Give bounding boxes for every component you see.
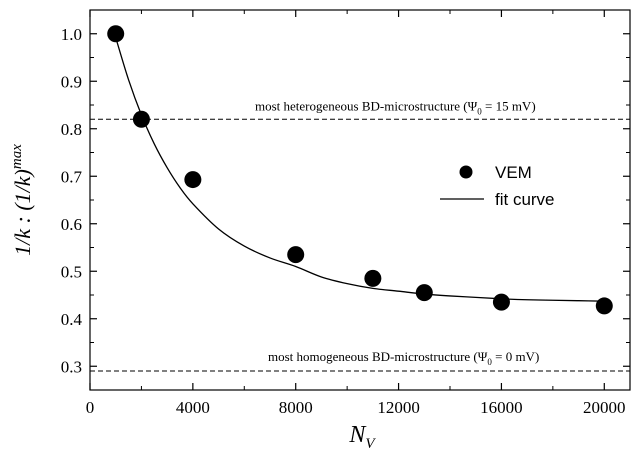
- y-tick-label: 0.9: [61, 72, 82, 91]
- y-axis-title: 1/k : (1/k)max: [9, 144, 35, 256]
- data-point: [287, 246, 305, 264]
- legend-label-vem: VEM: [495, 163, 532, 182]
- y-tick-label: 0.8: [61, 120, 82, 139]
- y-tick-label: 0.4: [61, 310, 83, 329]
- x-tick-label: 16000: [480, 398, 523, 417]
- data-point: [184, 171, 202, 189]
- y-tick-label: 0.3: [61, 357, 82, 376]
- data-points: [107, 25, 613, 315]
- data-point: [415, 284, 433, 302]
- x-tick-label: 4000: [176, 398, 210, 417]
- legend-label-fit-curve: fit curve: [495, 190, 555, 209]
- data-point: [364, 269, 382, 287]
- y-tick-label: 0.7: [61, 167, 83, 186]
- x-tick-label: 0: [86, 398, 95, 417]
- data-point: [107, 25, 125, 43]
- y-tick-label: 0.5: [61, 262, 82, 281]
- reference-lines: [90, 118, 630, 372]
- y-tick-label: 0.6: [61, 215, 82, 234]
- ticks: 0 4000 8000 12000 16000 20000 0.3 0.4 0.5 0.6 0.7 0…: [61, 10, 630, 417]
- legend-marker-vem: [459, 165, 473, 179]
- x-tick-label: 20000: [583, 398, 626, 417]
- legend: VEM fit curve: [440, 163, 555, 209]
- annotation-heterogeneous: most heterogeneous BD-microstructure (Ψ0…: [255, 98, 536, 116]
- data-point: [595, 297, 613, 315]
- y-tick-label: 1.0: [61, 25, 82, 44]
- x-axis-title: NV: [348, 422, 376, 452]
- x-tick-label: 12000: [377, 398, 420, 417]
- x-tick-label: 8000: [279, 398, 313, 417]
- data-point: [492, 293, 510, 311]
- data-point: [132, 110, 150, 128]
- annotation-homogeneous: most homogeneous BD-microstructure (Ψ0 =…: [268, 349, 539, 367]
